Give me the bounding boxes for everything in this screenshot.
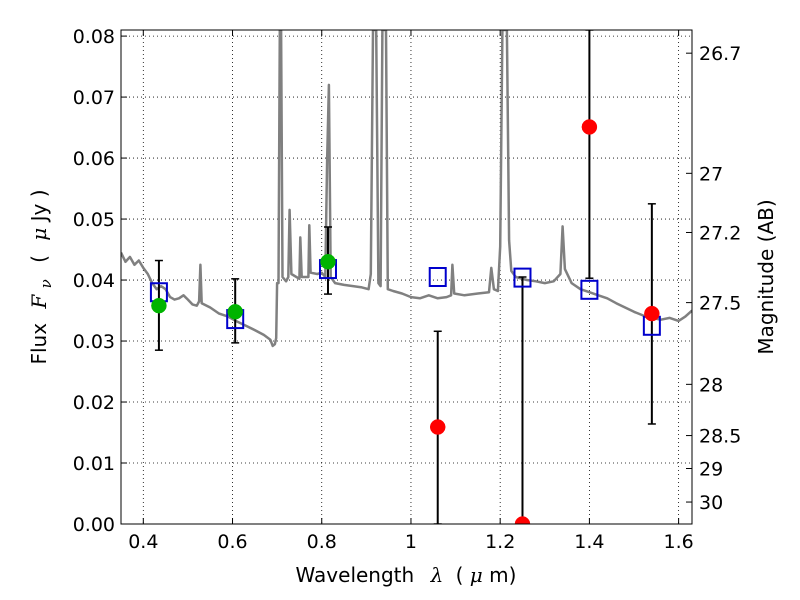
x-axis-title-paren: (: [456, 563, 464, 587]
spectrum-line: [121, 30, 692, 348]
model-square: [428, 267, 447, 287]
y-tick-label: 0.06: [73, 148, 115, 170]
detection-point: [320, 254, 336, 270]
detection-point: [227, 304, 243, 320]
y-tick-label: 0.04: [73, 270, 115, 292]
detection-point: [151, 297, 167, 314]
y-axis-title-subscript: ν: [37, 279, 55, 288]
y2-tick-label: 28: [699, 374, 723, 396]
x-tick-label: 0.4: [128, 531, 158, 553]
y-axis-title: Flux F ν ( μ Jy ): [27, 189, 56, 364]
axis-ticks: 0.4 0.6 0.8 1 1.2 1.4 1.6 0.00 0.01 0.02 0.03 0.04 0…: [73, 26, 742, 553]
x-tick-label: 1.2: [485, 531, 515, 553]
model-square: [580, 279, 599, 300]
photometry-points: [151, 119, 660, 524]
y2-axis-title: Magnitude (AB): [754, 199, 778, 354]
nondetection-point: [581, 119, 598, 135]
y-axis-title-symbol: F: [27, 294, 51, 310]
x-axis-title-text: Wavelength: [296, 563, 415, 587]
y-axis-title-unit: Jy ): [27, 189, 51, 223]
x-axis-title-symbol: λ: [430, 563, 444, 587]
nondetection-point: [429, 419, 446, 435]
y-axis-title-text: Flux: [27, 323, 51, 365]
y2-tick-label: 26.7: [699, 43, 741, 65]
x-tick-label: 1.6: [664, 531, 694, 553]
plot-area: [121, 30, 692, 524]
y-tick-label: 0.07: [73, 87, 115, 109]
y2-tick-label: 27: [699, 163, 723, 185]
x-tick-label: 0.6: [217, 531, 247, 553]
x-axis-title-mu: μ: [470, 563, 483, 587]
y2-tick-label: 27.2: [699, 222, 741, 244]
y-tick-label: 0.00: [73, 514, 115, 536]
y-tick-label: 0.08: [73, 26, 115, 48]
y-tick-label: 0.05: [73, 209, 115, 231]
y-tick-label: 0.02: [73, 392, 115, 414]
y-tick-label: 0.01: [73, 453, 115, 475]
x-axis-title: Wavelength λ ( μ m): [296, 563, 517, 587]
y2-tick-label: 28.5: [699, 426, 741, 448]
y2-tick-label: 30: [699, 492, 723, 514]
y-axis-title-paren: (: [27, 255, 51, 263]
plot-frame: [120, 29, 693, 525]
x-tick-label: 0.8: [307, 531, 337, 553]
y2-tick-label: 27.5: [699, 293, 741, 315]
nondetection-point: [644, 305, 660, 322]
x-tick-label: 1: [405, 531, 417, 553]
y-axis-title-mu: μ: [27, 228, 51, 241]
model-square: [513, 267, 532, 288]
nondetection-point: [514, 516, 531, 524]
x-axis-title-unit: m): [489, 563, 516, 587]
y-tick-label: 0.03: [73, 331, 115, 353]
x-tick-label: 1.4: [574, 531, 604, 553]
y2-tick-label: 29: [699, 459, 723, 481]
